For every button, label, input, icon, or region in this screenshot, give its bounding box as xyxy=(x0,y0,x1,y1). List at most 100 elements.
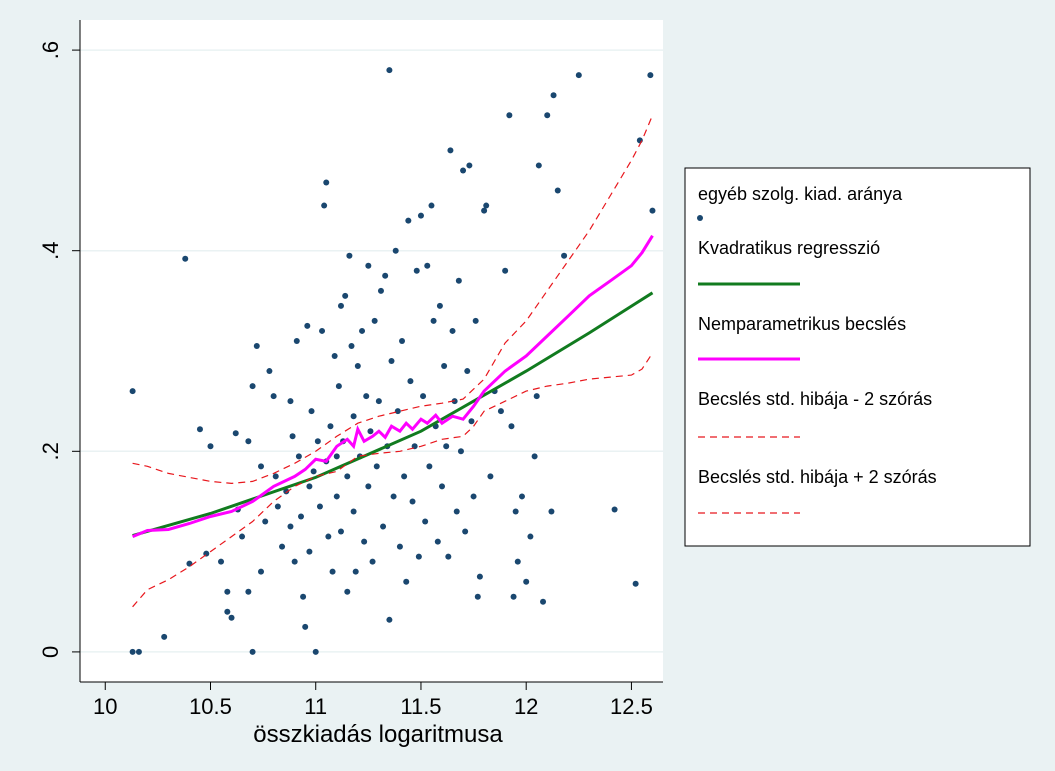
scatter-point-74 xyxy=(365,483,372,490)
scatter-point-17 xyxy=(245,438,252,445)
scatter-point-106 xyxy=(428,202,435,209)
scatter-point-139 xyxy=(512,508,519,515)
scatter-point-76 xyxy=(367,428,374,435)
scatter-point-57 xyxy=(335,383,342,390)
scatter-point-151 xyxy=(554,187,561,194)
scatter-point-101 xyxy=(417,212,424,219)
scatter-point-69 xyxy=(354,363,361,370)
scatter-point-135 xyxy=(502,267,509,274)
x-tick-label-4: 12 xyxy=(514,694,538,719)
scatter-point-147 xyxy=(540,598,547,605)
scatter-point-41 xyxy=(306,548,313,555)
scatter-point-121 xyxy=(460,167,467,174)
scatter-point-9 xyxy=(218,558,225,565)
scatter-point-27 xyxy=(274,503,281,510)
scatter-point-140 xyxy=(514,558,521,565)
scatter-point-16 xyxy=(245,588,252,595)
scatter-point-25 xyxy=(270,393,277,400)
scatter-point-129 xyxy=(476,573,483,580)
data-marks xyxy=(129,67,656,655)
scatter-point-56 xyxy=(333,453,340,460)
scatter-point-122 xyxy=(462,528,469,535)
scatter-point-18 xyxy=(249,383,256,390)
scatter-point-142 xyxy=(523,578,530,585)
scatter-point-111 xyxy=(439,483,446,490)
scatter-point-152 xyxy=(561,252,568,259)
plot-area xyxy=(80,20,663,682)
scatter-point-24 xyxy=(266,368,273,375)
scatter-point-68 xyxy=(352,568,359,575)
scatter-point-103 xyxy=(422,518,429,525)
scatter-point-96 xyxy=(407,378,414,385)
scatter-point-53 xyxy=(329,568,336,575)
scatter-point-33 xyxy=(291,558,298,565)
scatter-point-134 xyxy=(497,408,504,415)
scatter-point-130 xyxy=(481,207,488,214)
scatter-point-136 xyxy=(506,112,513,119)
scatter-point-64 xyxy=(346,252,353,259)
scatter-point-21 xyxy=(258,463,265,470)
scatter-point-29 xyxy=(283,488,290,495)
scatter-point-105 xyxy=(426,463,433,470)
scatter-point-45 xyxy=(314,438,321,445)
scatter-point-42 xyxy=(308,408,315,415)
scatter-point-10 xyxy=(224,588,231,595)
scatter-point-30 xyxy=(287,398,294,405)
scatter-point-37 xyxy=(300,593,307,600)
scatter-point-88 xyxy=(390,493,397,500)
scatter-point-149 xyxy=(548,508,555,515)
scatter-point-19 xyxy=(249,648,256,655)
scatter-point-113 xyxy=(443,443,450,450)
scatter-point-8 xyxy=(207,443,214,450)
y-tick-label-0: 0 xyxy=(38,646,63,658)
scatter-point-145 xyxy=(533,393,540,400)
scatter-point-4 xyxy=(182,255,189,262)
scatter-point-55 xyxy=(333,493,340,500)
legend-label-nonparametric: Nemparametrikus becslés xyxy=(698,314,906,334)
grid-lines xyxy=(80,49,663,653)
scatter-point-94 xyxy=(403,578,410,585)
scatter-point-90 xyxy=(394,408,401,415)
scatter-point-110 xyxy=(436,302,443,309)
scatter-point-119 xyxy=(455,277,462,284)
legend-label-upper-band: Becslés std. hibája + 2 szórás xyxy=(698,467,937,487)
scatter-point-156 xyxy=(636,137,643,144)
scatter-point-79 xyxy=(373,463,380,470)
scatter-point-48 xyxy=(321,202,328,209)
scatter-point-80 xyxy=(375,398,382,405)
scatter-point-6 xyxy=(196,426,203,433)
scatter-point-65 xyxy=(348,342,355,349)
scatter-point-13 xyxy=(232,430,239,437)
y-tick-label-3: .6 xyxy=(38,41,63,59)
scatter-point-85 xyxy=(386,616,393,623)
legend-label-scatter: egyéb szolg. kiad. aránya xyxy=(698,184,903,204)
scatter-point-39 xyxy=(304,322,311,329)
scatter-point-132 xyxy=(487,473,494,480)
lower-band-line xyxy=(132,352,654,608)
x-axis-label: összkiadás logaritmusa xyxy=(253,721,503,748)
scatter-point-81 xyxy=(377,287,384,294)
scatter-point-86 xyxy=(386,67,393,74)
scatter-point-120 xyxy=(457,448,464,455)
scatter-point-114 xyxy=(445,553,452,560)
scatter-point-49 xyxy=(323,179,330,186)
scatter-point-137 xyxy=(508,423,515,430)
scatter-point-22 xyxy=(258,568,265,575)
scatter-point-153 xyxy=(575,72,582,79)
scatter-point-158 xyxy=(649,207,656,214)
legend-label-lower-band: Becslés std. hibája - 2 szórás xyxy=(698,389,932,409)
scatter-point-73 xyxy=(363,393,370,400)
scatter-point-89 xyxy=(392,247,399,254)
scatter-point-138 xyxy=(510,593,517,600)
scatter-point-35 xyxy=(295,453,302,460)
scatter-point-118 xyxy=(453,508,460,515)
x-tick-label-5: 12.5 xyxy=(610,694,653,719)
scatter-point-131 xyxy=(483,202,490,209)
scatter-point-123 xyxy=(464,368,471,375)
scatter-point-77 xyxy=(369,558,376,565)
scatter-point-91 xyxy=(396,543,403,550)
scatter-point-32 xyxy=(289,433,296,440)
scatter-point-97 xyxy=(409,498,416,505)
y-tick-label-1: .2 xyxy=(38,442,63,460)
scatter-point-141 xyxy=(518,493,525,500)
